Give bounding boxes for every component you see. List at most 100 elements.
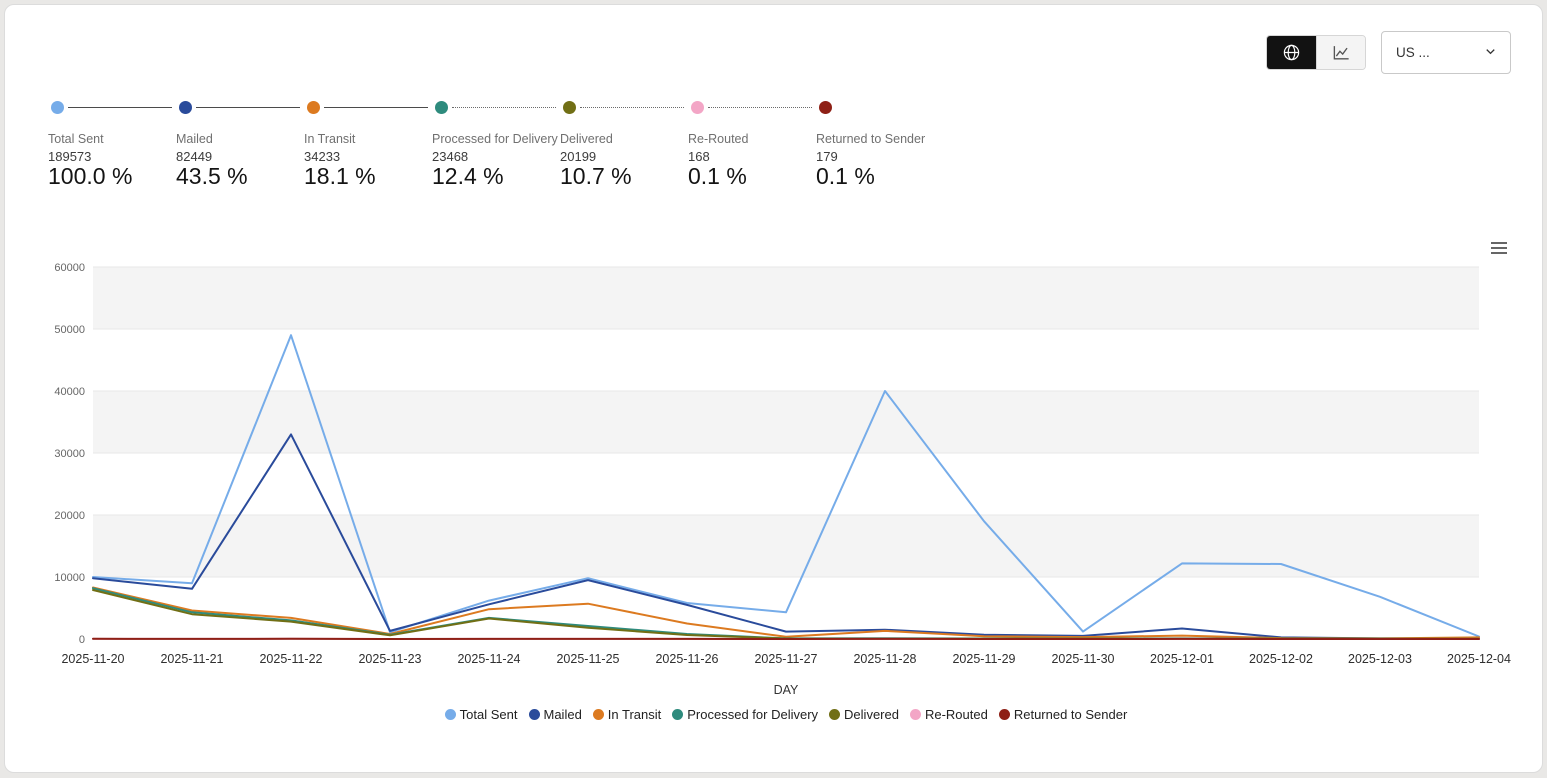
legend-marker-icon [528, 709, 540, 720]
stage-percent: 18.1 % [304, 163, 376, 189]
stage-dot-icon[interactable] [819, 101, 832, 114]
stage-percent: 43.5 % [176, 163, 248, 189]
funnel-stage: Mailed 82449 43.5 % [176, 101, 304, 201]
legend-item[interactable]: Delivered [829, 707, 899, 722]
series-line [92, 334, 1480, 638]
globe-icon [1282, 43, 1301, 65]
y-tick-label: 40000 [54, 386, 85, 398]
stage-percent: 0.1 % [816, 163, 875, 189]
stage-connector [196, 107, 300, 108]
x-tick-label: 2025-12-03 [1348, 652, 1412, 666]
country-select-value: US ... [1396, 45, 1430, 60]
x-tick-label: 2025-11-21 [160, 652, 223, 666]
funnel-stage: Re-Routed 168 0.1 % [688, 101, 816, 201]
legend-marker-icon [444, 709, 456, 720]
chart-view-button[interactable] [1316, 36, 1365, 69]
legend-label: Mailed [543, 707, 582, 722]
x-tick-label: 2025-12-01 [1150, 652, 1214, 666]
view-controls: US ... [1266, 31, 1511, 74]
country-select[interactable]: US ... [1381, 31, 1511, 74]
stage-count: 168 [688, 149, 710, 164]
funnel-stage: In Transit 34233 18.1 % [304, 101, 432, 201]
stage-label: Delivered [560, 132, 613, 146]
y-tick-label: 0 [79, 634, 85, 646]
x-tick-label: 2025-11-23 [358, 652, 421, 666]
stage-connector [324, 107, 428, 108]
dashboard-card: US ... Total Sent 189573 100.0 % Mailed 8244… [4, 4, 1543, 773]
legend-item[interactable]: Mailed [528, 707, 582, 722]
series-line [92, 433, 1480, 640]
legend-item[interactable]: Returned to Sender [998, 707, 1128, 722]
legend-item[interactable]: Total Sent [444, 707, 518, 722]
stage-count: 189573 [48, 149, 92, 164]
view-toggle-group [1266, 35, 1366, 70]
x-tick-label: 2025-11-30 [1051, 652, 1114, 666]
funnel-stage: Processed for Delivery 23468 12.4 % [432, 101, 560, 201]
y-tick-label: 10000 [54, 572, 85, 584]
chart-legend: Total Sent Mailed In Transit Processed for … [47, 707, 1513, 722]
legend-marker-icon [909, 709, 921, 720]
stage-label: Returned to Sender [816, 132, 926, 146]
funnel-stage: Delivered 20199 10.7 % [560, 101, 688, 201]
funnel-stage: Total Sent 189573 100.0 % [48, 101, 176, 201]
stage-dot-icon[interactable] [435, 101, 448, 114]
legend-item[interactable]: Re-Routed [909, 707, 988, 722]
stage-label: In Transit [304, 132, 356, 146]
x-tick-label: 2025-11-20 [61, 652, 124, 666]
legend-label: In Transit [607, 707, 662, 722]
status-funnel: Total Sent 189573 100.0 % Mailed 82449 43.5 %… [48, 101, 1148, 201]
stage-label: Re-Routed [688, 132, 749, 146]
stage-percent: 0.1 % [688, 163, 747, 189]
x-tick-label: 2025-11-25 [556, 652, 619, 666]
stage-label: Total Sent [48, 132, 104, 146]
grid-band [93, 391, 1479, 453]
stage-connector [708, 107, 812, 108]
legend-label: Delivered [844, 707, 899, 722]
y-tick-label: 30000 [54, 448, 85, 460]
legend-label: Processed for Delivery [687, 707, 819, 722]
stage-dot-icon[interactable] [51, 101, 64, 114]
stage-dot-icon[interactable] [307, 101, 320, 114]
x-axis-title: DAY [773, 683, 799, 697]
x-tick-label: 2025-11-29 [952, 652, 1015, 666]
stage-label: Mailed [176, 132, 213, 146]
stage-percent: 12.4 % [432, 163, 504, 189]
x-tick-label: 2025-12-04 [1447, 652, 1511, 666]
stage-count: 179 [816, 149, 838, 164]
map-view-button[interactable] [1267, 36, 1316, 69]
legend-label: Total Sent [459, 707, 518, 722]
legend-item[interactable]: Processed for Delivery [672, 707, 818, 722]
stage-count: 82449 [176, 149, 213, 164]
stage-count: 34233 [304, 149, 341, 164]
stage-percent: 10.7 % [560, 163, 632, 189]
legend-label: Returned to Sender [1013, 707, 1128, 722]
stage-connector [68, 107, 172, 108]
legend-marker-icon [592, 709, 604, 720]
stage-connector [452, 107, 556, 108]
y-tick-label: 50000 [54, 324, 85, 336]
x-tick-label: 2025-11-28 [853, 652, 916, 666]
funnel-stage: Returned to Sender 179 0.1 % [816, 101, 944, 201]
line-chart: 0 10000 20000 30000 40000 50000 60000 2025-11-2… [54, 262, 1511, 666]
stage-dot-icon[interactable] [179, 101, 192, 114]
legend-marker-icon [672, 709, 684, 720]
x-tick-label: 2025-11-27 [754, 652, 817, 666]
stage-label: Processed for Delivery [432, 132, 558, 146]
stage-dot-icon[interactable] [691, 101, 704, 114]
x-tick-label: 2025-11-26 [655, 652, 718, 666]
chart-section: 0 10000 20000 30000 40000 50000 60000 2025-11-2… [47, 239, 1513, 722]
stage-connector [580, 107, 684, 108]
x-tick-label: 2025-12-02 [1249, 652, 1313, 666]
stage-percent: 100.0 % [48, 163, 133, 189]
legend-item[interactable]: In Transit [592, 707, 662, 722]
y-tick-label: 20000 [54, 510, 85, 522]
series-line [92, 586, 1480, 640]
chart-menu-icon[interactable] [1487, 239, 1511, 259]
line-chart-icon [1332, 43, 1351, 65]
grid-band [93, 515, 1479, 577]
chevron-down-icon [1483, 44, 1498, 62]
legend-marker-icon [829, 709, 841, 720]
stage-count: 23468 [432, 149, 469, 164]
grid-band [93, 267, 1479, 329]
stage-dot-icon[interactable] [563, 101, 576, 114]
